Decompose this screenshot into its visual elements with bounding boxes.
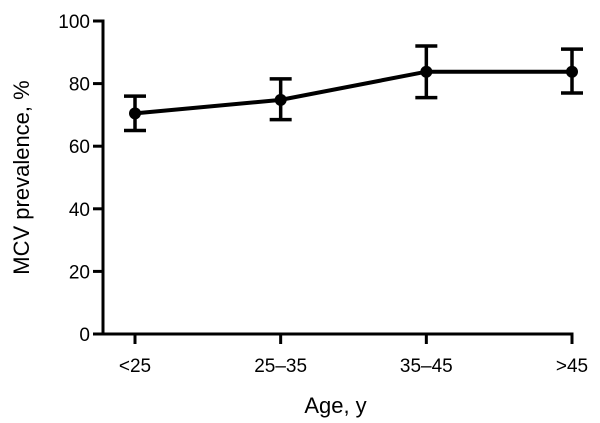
data-points — [129, 65, 578, 120]
data-point — [566, 65, 578, 78]
x-tick-label: 35–45 — [400, 356, 453, 377]
y-tick-label: 60 — [69, 137, 90, 158]
error-bars — [124, 44, 583, 133]
data-point — [129, 107, 141, 120]
y-tick-label: 20 — [69, 262, 90, 283]
series-line — [134, 69, 572, 116]
x-tick-label: >45 — [556, 356, 588, 377]
y-tick-label: 0 — [79, 325, 90, 346]
x-axis-title: Age, y — [304, 393, 366, 418]
data-point — [420, 65, 433, 78]
x-tick-label: <25 — [119, 356, 151, 377]
data-point — [274, 93, 287, 106]
y-tick-label: 100 — [58, 12, 90, 33]
x-tick-label: 25–35 — [254, 356, 307, 377]
y-axis-title: MCV prevalence, % — [9, 80, 34, 274]
y-tick-label: 40 — [69, 200, 90, 221]
y-tick-label: 80 — [69, 75, 90, 96]
y-axis-ticks: 0 20 40 60 80 100 — [58, 12, 103, 346]
x-axis-ticks: <25 25–35 35–45 >45 — [119, 334, 588, 377]
